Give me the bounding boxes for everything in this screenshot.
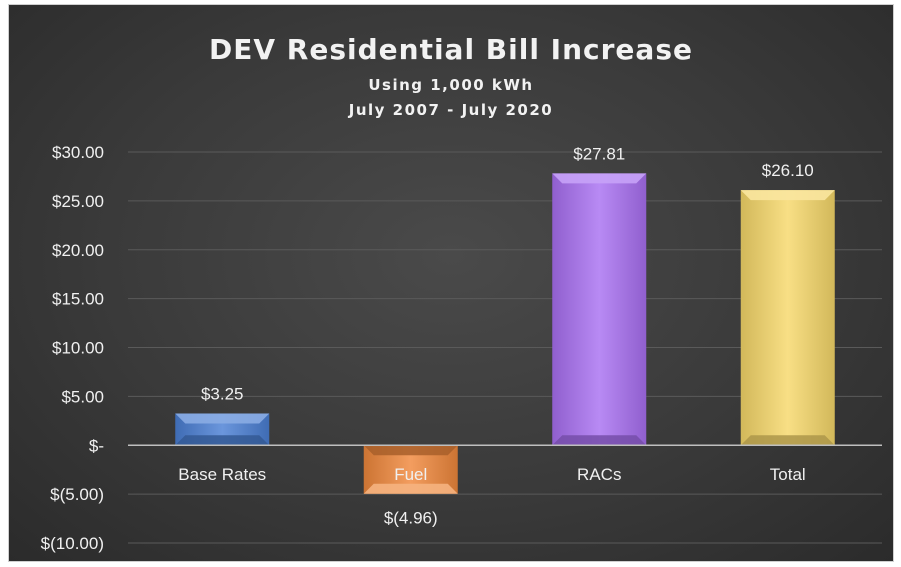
category-label: RACs (577, 465, 621, 484)
y-tick-label: $25.00 (52, 192, 104, 211)
bar-bevel (363, 483, 458, 494)
bar-bevel-base (552, 435, 647, 446)
bar-bevel (552, 173, 647, 184)
bar-body (740, 190, 835, 446)
y-tick-label: $(10.00) (41, 534, 104, 553)
chart-subtitle-line-1: Using 1,000 kWh (368, 76, 534, 94)
y-tick-label: $(5.00) (50, 485, 104, 504)
data-label: $(4.96) (384, 509, 438, 528)
chart-title: DEV Residential Bill Increase (209, 33, 693, 66)
bar-body (552, 173, 647, 446)
y-tick-label: $20.00 (52, 241, 104, 260)
chart-subtitle-line-2: July 2007 - July 2020 (348, 101, 554, 119)
y-tick-label: $5.00 (61, 387, 104, 406)
bar-racs (552, 173, 647, 446)
category-labels: Base Rates Fuel RACs Total (178, 465, 805, 484)
data-label: $3.25 (201, 384, 244, 403)
bar-bevel (175, 413, 270, 424)
data-labels: $3.25 $(4.96) $27.81 $26.10 (201, 144, 814, 527)
y-tick-label: $- (89, 436, 104, 455)
bar-base-rates (175, 413, 270, 446)
y-tick-label: $15.00 (52, 290, 104, 309)
category-label: Total (770, 465, 806, 484)
bar-bevel (740, 190, 835, 201)
bar-fuel (363, 445, 458, 494)
category-label: Fuel (394, 465, 427, 484)
y-axis-tick-labels: $30.00 $25.00 $20.00 $15.00 $10.00 $5.00 $- $(5… (41, 143, 104, 553)
bar-bevel-base (363, 445, 458, 456)
data-label: $27.81 (573, 144, 625, 163)
data-label: $26.10 (762, 161, 814, 180)
category-label: Base Rates (178, 465, 266, 484)
bars (175, 173, 835, 494)
bar-total (740, 190, 835, 446)
bar-bevel-base (175, 435, 270, 446)
bar-bevel-base (740, 435, 835, 446)
y-tick-label: $10.00 (52, 339, 104, 358)
y-tick-label: $30.00 (52, 143, 104, 162)
